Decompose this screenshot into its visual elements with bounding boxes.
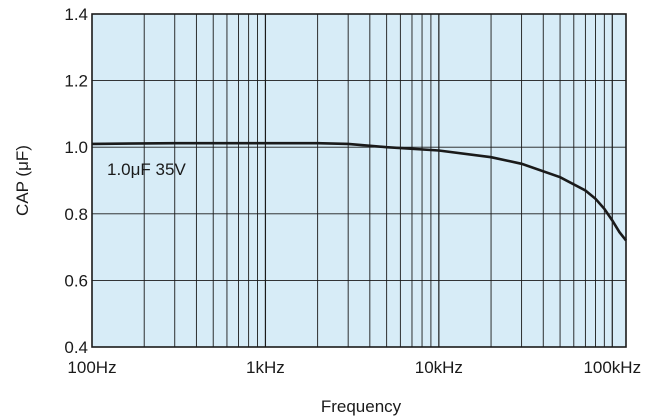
- y-tick-label: 0.6: [64, 271, 88, 290]
- y-tick-label: 0.4: [64, 338, 88, 357]
- x-tick-label: 1kHz: [246, 358, 285, 377]
- y-tick-label: 1.0: [64, 138, 88, 157]
- y-axis-title: CAP (μF): [13, 145, 32, 216]
- y-tick-labels: 0.4 0.6 0.8 1.0 1.2 1.4: [64, 5, 88, 357]
- grid-lines: [92, 14, 626, 347]
- y-tick-label: 1.2: [64, 72, 88, 91]
- x-tick-labels: 100Hz 1kHz 10kHz 100kHz: [67, 358, 641, 377]
- y-tick-label: 0.8: [64, 205, 88, 224]
- x-tick-label: 100kHz: [583, 358, 641, 377]
- series-line: [91, 141, 628, 242]
- y-tick-label: 1.4: [64, 5, 88, 24]
- series-annotation: 1.0μF 35V: [107, 160, 186, 179]
- plot-area: [92, 14, 626, 347]
- x-axis-title: Frequency: [321, 397, 402, 416]
- plot-frame: [91, 13, 627, 348]
- x-tick-label: 100Hz: [67, 358, 116, 377]
- x-tick-label: 10kHz: [415, 358, 463, 377]
